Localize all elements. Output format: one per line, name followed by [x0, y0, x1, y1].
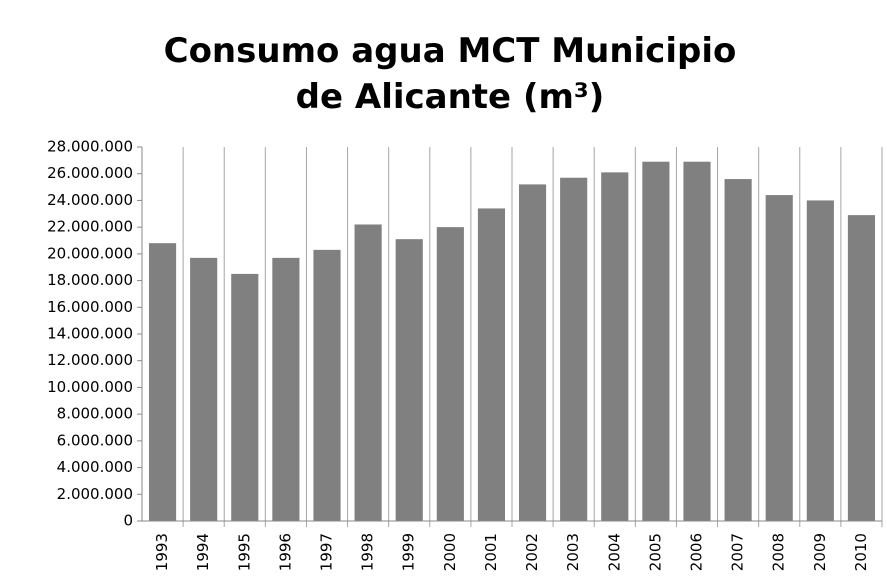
x-tick-label: 2008: [770, 533, 788, 571]
y-tick-label: 10.000.000: [47, 378, 133, 396]
y-tick-label: 24.000.000: [47, 191, 133, 209]
bar: [518, 184, 547, 521]
bar: [601, 172, 629, 521]
y-tick-label: 0: [123, 512, 133, 530]
bar: [642, 161, 670, 521]
x-tick-label: 1997: [318, 533, 336, 571]
y-tick-label: 6.000.000: [57, 431, 133, 449]
x-tick-label: 1998: [359, 533, 377, 571]
y-tick-label: 28.000.000: [47, 138, 133, 156]
x-tick-label: 2002: [523, 533, 541, 571]
bar: [436, 227, 464, 521]
x-tick-label: 2001: [482, 533, 500, 571]
x-tick-label: 1996: [276, 533, 294, 571]
x-tick-label: 2000: [441, 533, 459, 571]
bar: [313, 249, 341, 521]
y-tick-label: 22.000.000: [47, 218, 133, 236]
x-tick-label: 1995: [235, 533, 253, 571]
x-tick-label: 2010: [852, 533, 870, 571]
x-tick-label: 2007: [729, 533, 747, 571]
y-tick-label: 26.000.000: [47, 164, 133, 182]
x-tick-label: 2003: [564, 533, 582, 571]
y-tick-label: 2.000.000: [57, 485, 133, 503]
bar: [683, 161, 711, 521]
bar: [806, 200, 834, 521]
bar: [724, 179, 752, 522]
x-tick-label: 1994: [194, 533, 212, 571]
x-tick-label: 2009: [811, 533, 829, 571]
x-tick-label: 2005: [646, 533, 664, 571]
y-tick-label: 4.000.000: [57, 458, 133, 476]
bar: [148, 243, 177, 521]
bar: [354, 224, 382, 521]
x-tick-label: 1993: [153, 533, 171, 571]
x-tick-label: 2004: [605, 533, 623, 571]
y-tick-label: 12.000.000: [47, 351, 133, 369]
bar: [847, 215, 876, 521]
bar: [190, 257, 218, 521]
bar: [560, 177, 588, 521]
y-tick-label: 8.000.000: [57, 405, 133, 423]
y-tick-label: 16.000.000: [47, 298, 133, 316]
x-tick-label: 1999: [400, 533, 418, 571]
bar: [395, 239, 423, 521]
y-tick-label: 20.000.000: [47, 244, 133, 262]
bar: [231, 273, 259, 521]
y-tick-label: 18.000.000: [47, 271, 133, 289]
x-tick-label: 2006: [688, 533, 706, 571]
chart-title: Consumo agua MCT Municipio de Alicante (…: [163, 31, 737, 117]
bar: [272, 257, 300, 521]
y-tick-label: 14.000.000: [47, 325, 133, 343]
bar: [477, 208, 506, 521]
bar: [765, 195, 793, 522]
